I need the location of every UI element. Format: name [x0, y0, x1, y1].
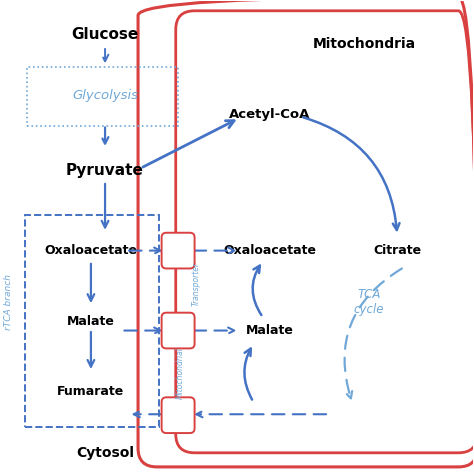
- Text: Malate: Malate: [67, 315, 115, 328]
- Text: Fumarate: Fumarate: [57, 385, 125, 398]
- Text: Transporter: Transporter: [191, 262, 201, 306]
- Text: Oxaloacetate: Oxaloacetate: [223, 244, 317, 257]
- Text: rTCA branch: rTCA branch: [4, 274, 13, 330]
- Text: TCA
cycle: TCA cycle: [354, 289, 384, 316]
- Text: Cytosol: Cytosol: [76, 446, 134, 460]
- Text: Acetyl-CoA: Acetyl-CoA: [229, 108, 310, 121]
- Text: Glycolysis: Glycolysis: [72, 89, 138, 102]
- Text: Mitochondria: Mitochondria: [313, 37, 416, 51]
- FancyBboxPatch shape: [162, 397, 195, 433]
- Text: Glucose: Glucose: [72, 27, 139, 42]
- Text: Pyruvate: Pyruvate: [66, 163, 144, 178]
- Text: Mitochondrial: Mitochondrial: [176, 347, 185, 399]
- FancyBboxPatch shape: [162, 313, 195, 349]
- FancyBboxPatch shape: [162, 233, 195, 269]
- Text: Citrate: Citrate: [373, 244, 421, 257]
- Text: Oxaloacetate: Oxaloacetate: [45, 244, 137, 257]
- Text: Malate: Malate: [246, 324, 294, 337]
